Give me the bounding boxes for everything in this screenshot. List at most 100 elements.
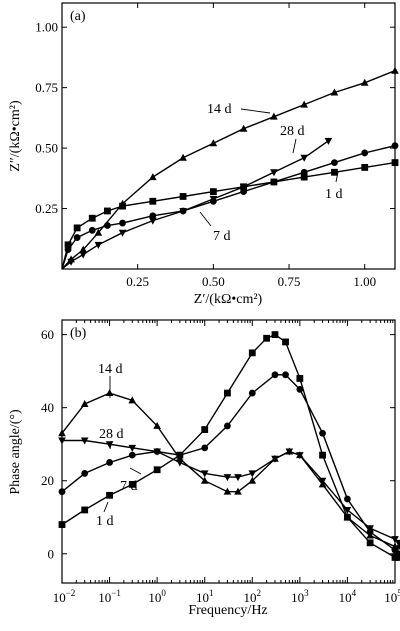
leader-28d-b (109, 440, 113, 450)
nyquist-point-1d (391, 159, 399, 166)
leader-14d-a (240, 108, 271, 114)
bode-point-7d (201, 444, 209, 452)
bode-x-tick-label: 103 (291, 588, 309, 605)
bode-point-28d (391, 536, 399, 544)
bode-point-1d (224, 389, 231, 397)
nyquist-point-14d (360, 78, 369, 86)
series-label-7d-b: 7 d (120, 479, 138, 494)
bode-point-28d (200, 470, 209, 478)
bode-point-28d (80, 437, 89, 445)
nyquist-point-7d (104, 222, 111, 229)
leader-28d-a (292, 138, 297, 154)
bode-point-14d (58, 429, 66, 437)
bode-point-14d (80, 400, 89, 408)
nyquist-point-28d (300, 154, 308, 162)
bode-markers (58, 331, 400, 561)
nyquist-point-28d (179, 207, 187, 215)
bode-point-14d (248, 476, 257, 484)
bode-point-14d (128, 396, 137, 404)
bode-point-1d (201, 426, 209, 433)
nyquist-axis-ticks: 0.25 0.50 0.75 1.00 0.25 0.50 0.75 1.00 (35, 3, 395, 289)
bode-point-7d (296, 386, 304, 393)
nyquist-point-28d (79, 251, 87, 259)
bode-point-1d (106, 491, 113, 499)
bode-point-1d (153, 466, 161, 474)
nyquist-point-1d (179, 193, 187, 200)
bode-point-7d (106, 459, 113, 466)
nyquist-point-1d (331, 168, 338, 176)
bode-point-28d (153, 448, 161, 456)
bode-point-1d (248, 349, 256, 357)
nyquist-point-14d (270, 112, 278, 120)
nyquist-point-7d (270, 178, 278, 186)
bode-point-7d (81, 470, 89, 477)
bode-y-axis-label: Phase angle/(°) (8, 409, 23, 495)
nyquist-point-28d (239, 183, 248, 191)
bode-x-tick-label: 104 (339, 588, 357, 605)
nyquist-point-1d (361, 164, 369, 171)
nyquist-y-tick-label: 0.25 (35, 201, 58, 216)
nyquist-x-axis-label: Z′/(kΩ•cm²) (194, 292, 263, 307)
bode-point-28d (223, 474, 232, 482)
nyquist-point-1d (209, 188, 217, 196)
bode-point-28d (271, 455, 279, 463)
bode-point-28d (128, 444, 137, 452)
bode-point-7d (224, 422, 231, 430)
bode-x-tick-label: 100 (148, 588, 166, 605)
nyquist-y-axis-label: Z″/(kΩ•cm²) (8, 100, 23, 172)
bode-point-28d (234, 474, 242, 482)
nyquist-point-7d (391, 142, 399, 150)
series-label-28d-b: 28 d (99, 427, 124, 442)
nyquist-point-14d (79, 245, 87, 253)
bode-point-1d (263, 334, 271, 342)
bode-point-7d (344, 495, 351, 503)
nyquist-panel: (a) 0.25 0.50 0.75 1.00 0.25 0.50 0.75 1.00 14 … (8, 2, 399, 307)
bode-point-28d (176, 459, 184, 467)
bode-plot-frame (61, 319, 396, 584)
bode-point-7d (319, 429, 326, 437)
nyquist-point-7d (331, 159, 338, 167)
bode-point-28d (248, 470, 257, 478)
series-label-1d-b: 1 d (96, 514, 114, 529)
bode-point-28d (58, 437, 66, 445)
nyquist-point-28d (94, 241, 103, 249)
bode-point-28d (318, 477, 327, 485)
bode-point-7d (395, 550, 400, 558)
nyquist-curve-7d (61, 145, 396, 270)
bode-point-7d (271, 371, 279, 379)
nyquist-point-14d (330, 88, 339, 96)
nyquist-y-tick-label: 0.50 (35, 141, 58, 156)
nyquist-point-1d (300, 173, 308, 181)
bode-x-axis-label: Frequency/Hz (188, 603, 267, 618)
bode-point-7d (282, 371, 289, 379)
leader-7d-b (129, 467, 142, 475)
panel-label-b: (b) (70, 326, 87, 341)
bode-point-14d (153, 421, 161, 429)
bode-point-1d (395, 554, 400, 561)
nyquist-point-14d (94, 228, 103, 236)
bode-phase-panel: (b) 10−2 10−1 100 101 102 103 104 105 0 20 40 60 14… (8, 319, 400, 618)
bode-point-7d (248, 389, 256, 397)
series-label-14d-a: 14 d (207, 102, 232, 117)
nyquist-point-28d (67, 258, 75, 266)
leader-1d-a (335, 171, 339, 183)
nyquist-point-14d (149, 173, 157, 181)
bode-point-1d (81, 506, 89, 514)
nyquist-point-28d (209, 195, 218, 203)
bode-x-tick-label: 101 (196, 588, 214, 605)
nyquist-point-28d (149, 217, 157, 225)
nyquist-x-tick-label: 0.50 (202, 274, 225, 289)
nyquist-point-14d (209, 139, 218, 147)
bode-point-7d (58, 488, 66, 496)
bode-point-1d (319, 451, 326, 459)
nyquist-point-14d (239, 124, 248, 132)
bode-point-28d (285, 448, 294, 456)
series-label-7d-a: 7 d (213, 229, 231, 244)
bode-curve-1d (61, 333, 399, 559)
bode-point-7d (128, 451, 136, 459)
bode-point-28d (296, 452, 304, 460)
bode-y-tick-label: 0 (48, 546, 55, 561)
nyquist-point-7d (119, 219, 126, 227)
bode-y-tick-label: 40 (41, 400, 54, 415)
